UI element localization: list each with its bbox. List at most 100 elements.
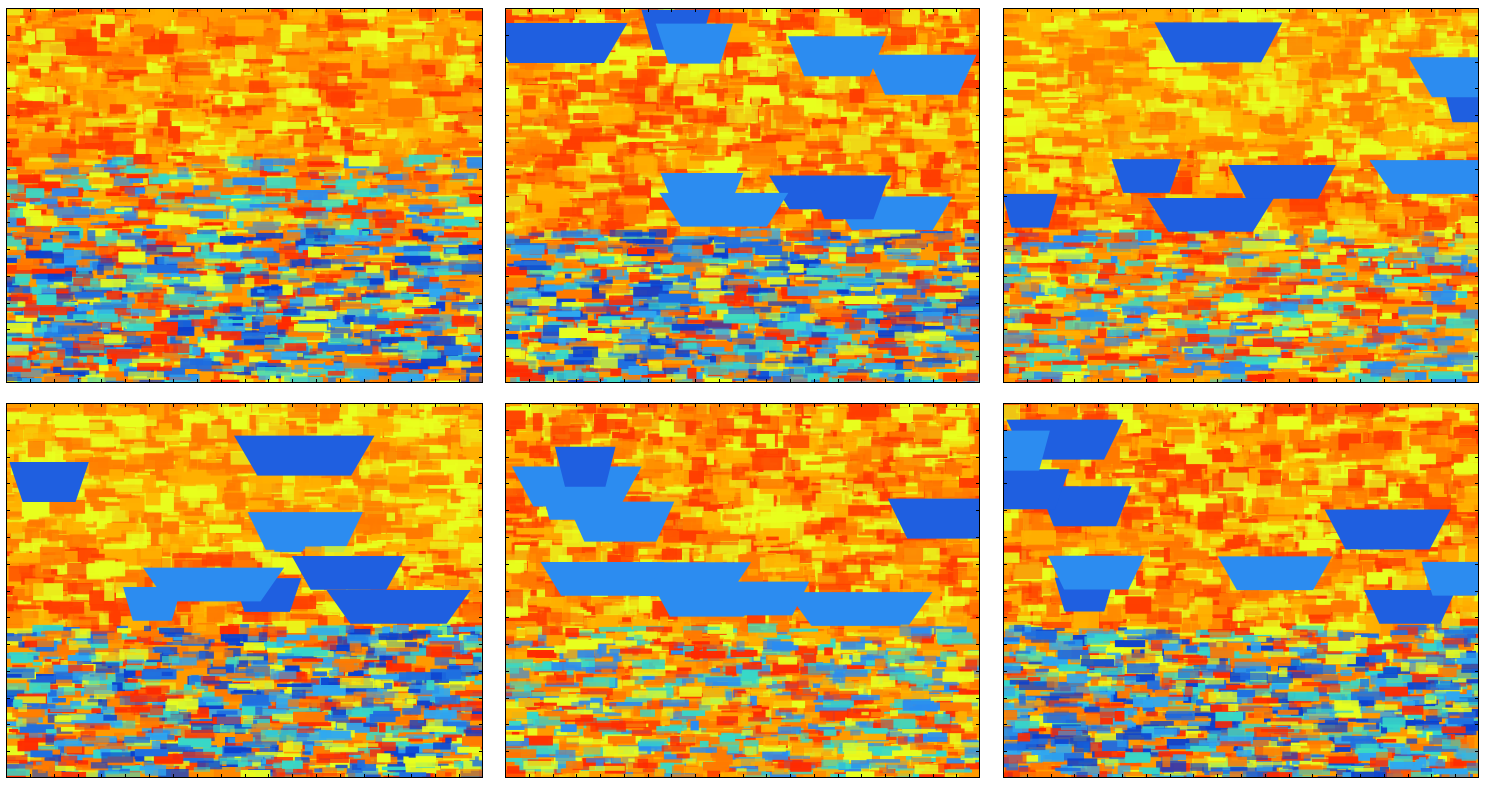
heatmap-cell — [120, 318, 147, 327]
heatmap-cell — [7, 69, 16, 88]
heatmap-cell — [109, 331, 144, 341]
heatmap-cell — [446, 291, 456, 300]
heatmap-cell — [105, 380, 125, 383]
heatmap-cell — [139, 355, 174, 359]
heatmap-cell — [273, 215, 304, 224]
heatmap-cell — [435, 156, 452, 167]
heatmap-cell — [864, 102, 896, 107]
heatmap-cell — [380, 299, 401, 308]
heatmap-cell — [143, 239, 156, 245]
heatmap-cell — [391, 88, 426, 99]
heatmap-cell — [280, 148, 304, 154]
heatmap-cell — [383, 244, 409, 253]
heatmap-cell — [17, 8, 32, 16]
heatmap-cell — [326, 366, 349, 374]
heatmap-cell — [290, 313, 319, 317]
heatmap-cell — [578, 160, 591, 171]
heatmap-cell — [424, 51, 449, 60]
heatmap-cell — [116, 239, 135, 247]
heatmap-cell — [116, 216, 153, 225]
heatmap-cell — [265, 375, 279, 383]
heatmap-cell — [68, 284, 86, 295]
heatmap-cell — [388, 188, 417, 199]
heatmap-cell — [308, 70, 338, 90]
heatmap-cell — [105, 141, 134, 155]
heatmap-cell — [278, 329, 286, 338]
heatmap-cell — [37, 77, 59, 86]
heatmap-cell — [62, 175, 98, 180]
heatmap-cell — [368, 137, 380, 142]
heatmap-cell — [416, 147, 443, 155]
heatmap-cell — [697, 88, 706, 96]
heatmap-cell — [6, 341, 27, 348]
heatmap-cell — [372, 211, 405, 221]
heatmap-cell — [350, 327, 358, 332]
heatmap-cell — [255, 232, 284, 239]
heatmap-cell — [387, 54, 408, 66]
heatmap-cell — [220, 320, 251, 324]
heatmap-cell — [332, 155, 344, 164]
heatmap-cell — [32, 238, 43, 250]
heatmap-cell — [870, 76, 882, 81]
heatmap-cell — [767, 130, 777, 136]
heatmap-cell — [395, 293, 414, 300]
heatmap-cell — [100, 78, 118, 88]
heatmap-cell — [443, 122, 462, 131]
heatmap-cell — [62, 179, 70, 183]
heatmap-cell — [332, 19, 368, 28]
heatmap-cell — [98, 187, 110, 192]
heatmap-cell — [154, 147, 179, 158]
heatmap-cell — [221, 47, 245, 58]
heatmap-cell — [366, 201, 395, 210]
heatmap-cell — [22, 360, 31, 369]
heatmap-cell — [264, 339, 297, 350]
heatmap-cell — [393, 164, 423, 174]
heatmap-cell — [362, 231, 369, 238]
heatmap-cell — [696, 137, 718, 155]
heatmap-cell — [805, 140, 840, 149]
heatmap-cell — [218, 74, 230, 93]
heatmap-cell — [63, 125, 78, 137]
heatmap-cell — [192, 347, 201, 356]
heatmap-cell — [17, 178, 27, 189]
heatmap-cell — [6, 364, 32, 372]
heatmap-cell — [79, 331, 104, 341]
heatmap-cell — [377, 184, 404, 193]
heatmap-cell — [753, 140, 782, 153]
heatmap-cell — [969, 34, 980, 49]
heatmap-cell — [235, 19, 264, 37]
heatmap-cell — [639, 132, 666, 139]
heatmap-cell — [157, 256, 193, 264]
heatmap-cell — [18, 74, 38, 88]
heatmap-cell — [368, 247, 393, 258]
heatmap-cell — [142, 252, 150, 257]
heatmap-cell — [31, 21, 52, 32]
heatmap-cell — [332, 299, 340, 310]
heatmap-cell — [922, 113, 930, 128]
heatmap-cell — [315, 277, 334, 283]
heatmap-cell — [956, 148, 980, 157]
heatmap-cell — [174, 62, 211, 76]
heatmap-cell — [253, 238, 261, 245]
heatmap-cell — [269, 289, 287, 299]
heatmap-cell — [140, 88, 160, 101]
heatmap-cell — [547, 129, 570, 140]
heatmap-cell — [795, 33, 804, 37]
heatmap-cell — [115, 262, 124, 268]
heatmap-cell — [22, 378, 42, 383]
heatmap-cell — [126, 323, 162, 331]
heatmap-cell — [278, 265, 290, 272]
heatmap-cell — [144, 111, 162, 123]
heatmap-cell — [88, 169, 121, 174]
heatmap-cell — [36, 8, 50, 11]
heatmap-cell — [417, 84, 442, 95]
heatmap-cell — [81, 250, 96, 260]
heatmap-cell — [153, 321, 178, 331]
heatmap-cell — [88, 228, 113, 237]
heatmap-cell — [893, 102, 901, 112]
heatmap-cell — [743, 85, 780, 97]
heatmap-cell — [260, 158, 295, 166]
heatmap-cell — [233, 180, 252, 190]
heatmap-cell — [276, 102, 287, 112]
heatmap-cell — [280, 222, 293, 229]
